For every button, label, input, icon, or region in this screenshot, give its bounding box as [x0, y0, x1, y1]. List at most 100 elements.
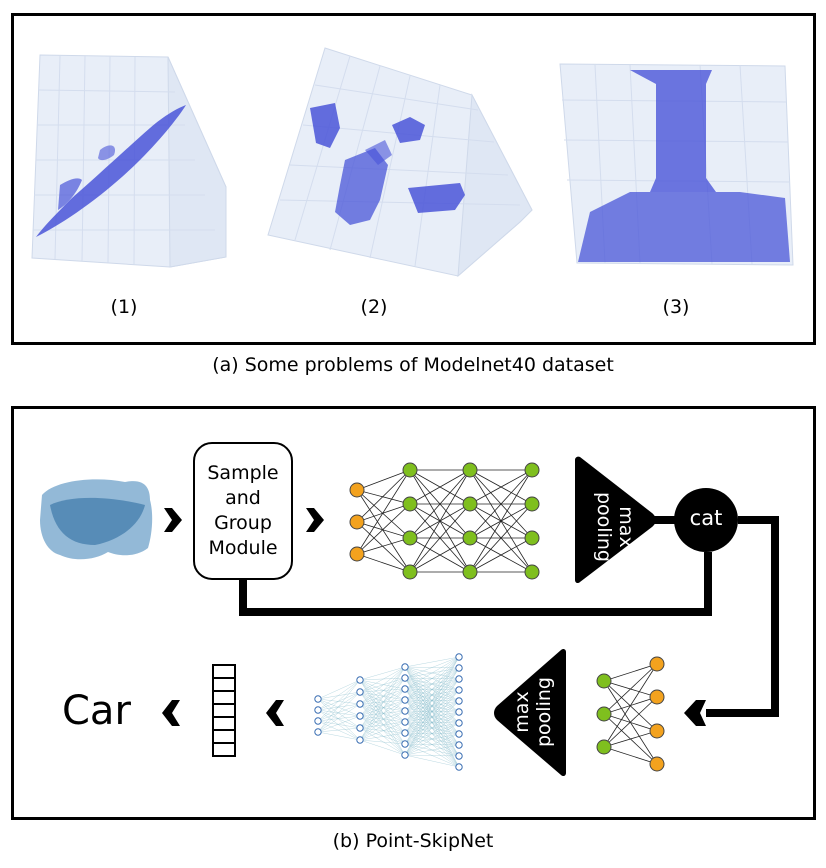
bottom-network-edge	[317, 720, 361, 741]
bottom-network-node	[314, 717, 322, 725]
top-network-node	[462, 496, 478, 512]
bottom-network-edge	[359, 679, 406, 756]
bottom-network-edge	[317, 691, 361, 722]
bottom-network-edge	[359, 727, 406, 756]
bottom-network-edge	[317, 703, 361, 733]
small-network-edge	[603, 696, 658, 748]
bottom-network-edge	[359, 699, 406, 729]
bottom-network-edge	[359, 727, 406, 734]
bottom-network-node	[401, 674, 409, 682]
bottom-network-node	[401, 663, 409, 671]
bottom-network-node	[401, 718, 409, 726]
bottom-network-edge	[317, 679, 361, 733]
max-pooling-top-line-1: max	[615, 506, 637, 548]
bottom-network-edge	[317, 691, 361, 733]
bottom-network-edge	[404, 656, 460, 712]
bottom-network-edge	[359, 699, 406, 717]
bottom-network-edge	[404, 656, 460, 701]
bottom-network-node	[455, 741, 463, 749]
top-network-edge	[409, 469, 471, 505]
max-pooling-bottom-line-2: pooling	[533, 677, 555, 747]
top-network-node	[462, 564, 478, 580]
arrowheads	[162, 508, 706, 726]
bottom-network-edge	[359, 677, 406, 681]
bottom-network-edge	[359, 699, 406, 741]
max-pooling-top	[575, 456, 656, 584]
pointcloud-box-3	[559, 63, 794, 266]
bottom-network-edge	[404, 733, 460, 756]
bottom-network-edge	[359, 666, 406, 681]
top-network-edge	[409, 469, 471, 573]
small-network-edge	[603, 730, 658, 748]
sample-group-module: Sample and Group Module	[194, 461, 292, 561]
bottom-network-edge	[317, 691, 361, 711]
bottom-network-node	[455, 686, 463, 694]
bottom-network-edge	[359, 666, 406, 705]
bottom-network-edge	[359, 688, 406, 729]
bottom-network-edge	[317, 698, 361, 705]
bottom-network-edge	[317, 731, 361, 741]
top-network-edge	[356, 489, 411, 539]
bottom-network-node	[455, 730, 463, 738]
bottom-network-edge	[359, 679, 406, 712]
bottom-network-node	[455, 664, 463, 672]
bottom-network-edge	[359, 677, 406, 705]
bottom-network-edge	[359, 710, 406, 717]
bottom-network-node	[401, 729, 409, 737]
bottom-network-edge	[404, 722, 460, 756]
bottom-network-edge	[317, 679, 361, 700]
bottom-network-edge	[359, 691, 406, 745]
bottom-network-edge	[359, 703, 406, 712]
bottom-network-edge	[359, 715, 406, 756]
top-network-edge	[469, 469, 533, 505]
bottom-network-edge	[317, 727, 361, 733]
bottom-network-edge	[317, 715, 361, 722]
bottom-network-node	[455, 697, 463, 705]
bottom-network-edge	[359, 739, 406, 756]
top-network-edge	[409, 469, 471, 539]
arrow-back-2	[266, 700, 284, 726]
module-line-4: Module	[208, 537, 278, 559]
top-network-node	[349, 546, 365, 562]
bottom-network-edge	[317, 698, 361, 741]
bottom-network-edge	[404, 656, 460, 668]
max-pooling-top-label: max pooling	[593, 472, 637, 582]
top-network	[356, 469, 533, 573]
pointcloud-box-2	[267, 47, 533, 278]
bottom-network-edge	[404, 656, 460, 723]
bottom-network-edge	[317, 709, 361, 717]
max-pooling-bottom-line-1: max	[511, 691, 533, 733]
max-pooling-bottom-label: max pooling	[511, 657, 555, 767]
top-network-node	[349, 482, 365, 498]
top-network-node	[462, 462, 478, 478]
bottom-network-node	[455, 719, 463, 727]
bottom-network-edge	[359, 679, 406, 723]
bottom-network-edge	[404, 656, 460, 745]
arrow-2	[306, 508, 324, 532]
top-network-edge	[409, 537, 471, 573]
bottom-network-edge	[359, 679, 406, 701]
small-network-edge	[603, 663, 658, 715]
bottom-network-edge	[359, 691, 406, 723]
bottom-network-node	[356, 736, 364, 744]
small-network-node	[649, 756, 665, 772]
bottom-network-edge	[359, 703, 406, 723]
top-network-edge	[356, 553, 411, 573]
bottom-network-edge	[317, 709, 361, 741]
bottom-network-node	[314, 695, 322, 703]
bottom-network-node	[455, 653, 463, 661]
bottom-network-edge	[359, 688, 406, 717]
bottom-network-edge	[359, 688, 406, 693]
bottom-network-edge	[317, 709, 361, 729]
bottom-network-edge	[359, 699, 406, 705]
top-network-node	[402, 462, 418, 478]
bottom-network-node	[356, 676, 364, 684]
small-network-node	[649, 723, 665, 739]
small-network-nodes	[596, 656, 665, 772]
bottom-network-edge	[359, 677, 406, 741]
bottom-network-edge	[404, 689, 460, 756]
top-network-edge	[356, 489, 411, 573]
bottom-network-edge	[359, 666, 406, 729]
bottom-network-edge	[359, 703, 406, 734]
module-line-1: Sample	[207, 462, 279, 484]
